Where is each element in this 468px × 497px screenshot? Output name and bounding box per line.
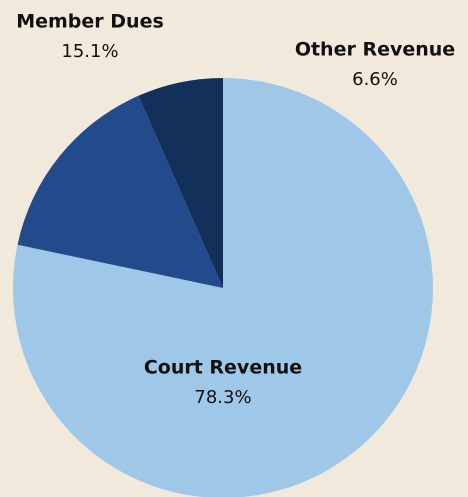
slice-value-label: 78.3% [194, 387, 251, 408]
pie-slice [17, 95, 223, 289]
slice-label: Member Dues [16, 11, 164, 33]
pie-slice [138, 78, 223, 288]
slice-label: Court Revenue [144, 357, 302, 379]
pie-slice [13, 78, 433, 497]
slice-value-label: 6.6% [352, 69, 398, 90]
slice-label: Other Revenue [295, 39, 455, 61]
slice-value-label: 15.1% [61, 41, 118, 62]
